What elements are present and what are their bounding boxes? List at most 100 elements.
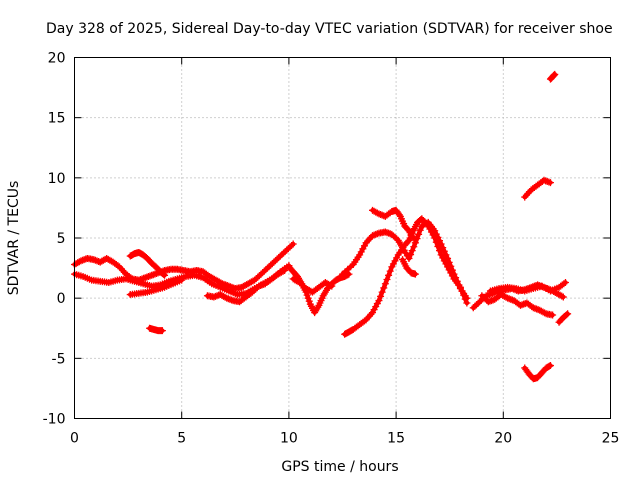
data-point-marker [257, 270, 265, 278]
data-point-marker [377, 292, 385, 300]
data-layer [71, 70, 572, 383]
data-point-marker [260, 267, 268, 275]
data-point-marker [75, 258, 83, 266]
data-point-marker [272, 257, 279, 265]
data-point-marker [281, 266, 289, 274]
chart-title: Day 328 of 2025, Sidereal Day-to-day VTE… [46, 21, 613, 37]
x-tick-label: 0 [70, 431, 79, 447]
data-point-marker [473, 301, 480, 309]
data-point-marker [359, 245, 367, 253]
data-point-marker [251, 276, 259, 284]
series-track-f [203, 266, 289, 306]
series-track-p [555, 310, 572, 326]
data-point-marker [405, 254, 413, 262]
data-point-marker [389, 232, 397, 240]
data-point-marker [427, 228, 435, 236]
data-point-marker [326, 281, 334, 289]
data-point-marker [270, 258, 278, 266]
data-point-marker [297, 280, 305, 288]
data-point-marker [357, 248, 365, 256]
data-point-marker [432, 238, 440, 246]
data-point-marker [385, 271, 393, 279]
data-point-marker [415, 230, 423, 238]
data-point-marker [328, 282, 336, 290]
data-point-marker [360, 317, 368, 325]
data-point-marker [395, 211, 403, 219]
data-point-marker [305, 297, 313, 305]
data-point-marker [360, 242, 368, 250]
data-point-marker [411, 270, 419, 278]
data-point-marker [437, 251, 445, 259]
data-point-marker [448, 272, 456, 280]
series-track-a [71, 240, 297, 293]
data-point-marker [445, 266, 453, 274]
data-point-marker [252, 275, 260, 283]
data-point-marker [114, 262, 122, 270]
data-point-marker [404, 238, 412, 246]
data-point-marker [563, 311, 571, 319]
data-point-marker [429, 231, 437, 239]
data-point-marker [407, 251, 415, 259]
x-tick-label: 20 [494, 431, 512, 447]
y-tick-label: -10 [43, 412, 66, 428]
data-point-marker [409, 234, 417, 242]
data-point-marker [478, 292, 486, 300]
data-point-marker [393, 254, 401, 262]
series-track-c [126, 248, 169, 279]
data-point-marker [283, 246, 291, 254]
data-point-marker [252, 285, 260, 293]
data-point-marker [378, 288, 386, 296]
data-point-marker [178, 276, 186, 284]
data-point-marker [458, 287, 466, 295]
data-point-marker [541, 309, 549, 317]
data-point-marker [369, 309, 377, 317]
data-point-marker [284, 245, 292, 253]
data-point-marker [431, 234, 439, 242]
data-point-marker [381, 280, 389, 288]
data-point-marker [262, 266, 270, 274]
series-track-l [399, 256, 419, 278]
data-point-marker [388, 263, 396, 271]
data-point-marker [456, 283, 464, 291]
data-point-marker [436, 247, 444, 255]
data-point-marker [299, 282, 307, 290]
y-tick-label: 0 [57, 291, 66, 307]
data-point-marker [356, 251, 364, 259]
data-point-marker [546, 362, 554, 370]
data-point-marker [372, 303, 380, 311]
data-point-marker [286, 243, 294, 251]
data-point-marker [383, 276, 391, 284]
series-track-n [478, 291, 557, 319]
data-point-marker [442, 260, 450, 268]
data-point-marker [281, 248, 289, 256]
data-point-marker [469, 304, 477, 312]
data-point-marker [410, 243, 418, 251]
data-point-marker [481, 295, 489, 303]
data-point-marker [254, 273, 262, 281]
data-point-marker [551, 70, 559, 78]
series-track-h [289, 275, 336, 296]
data-point-marker [275, 254, 283, 262]
y-tick-label: 20 [48, 51, 66, 67]
data-point-marker [386, 267, 394, 275]
data-point-marker [479, 293, 487, 301]
data-point-marker [502, 293, 510, 301]
y-tick-label: 5 [57, 231, 66, 247]
data-point-marker [248, 288, 256, 296]
data-point-marker [373, 209, 381, 217]
data-point-marker [373, 300, 381, 308]
data-point-marker [388, 230, 396, 238]
data-point-marker [279, 267, 287, 275]
data-point-marker [280, 249, 288, 257]
data-point-marker [389, 260, 397, 268]
x-tick-label: 25 [602, 431, 620, 447]
x-tick-label: 5 [177, 431, 186, 447]
series-track-r [546, 70, 559, 83]
x-axis-label: GPS time / hours [281, 459, 398, 475]
data-point-marker [474, 299, 482, 307]
data-point-marker [440, 257, 448, 265]
data-point-marker [380, 284, 388, 292]
data-point-marker [263, 264, 271, 272]
data-point-marker [434, 242, 442, 250]
data-point-marker [250, 287, 258, 295]
